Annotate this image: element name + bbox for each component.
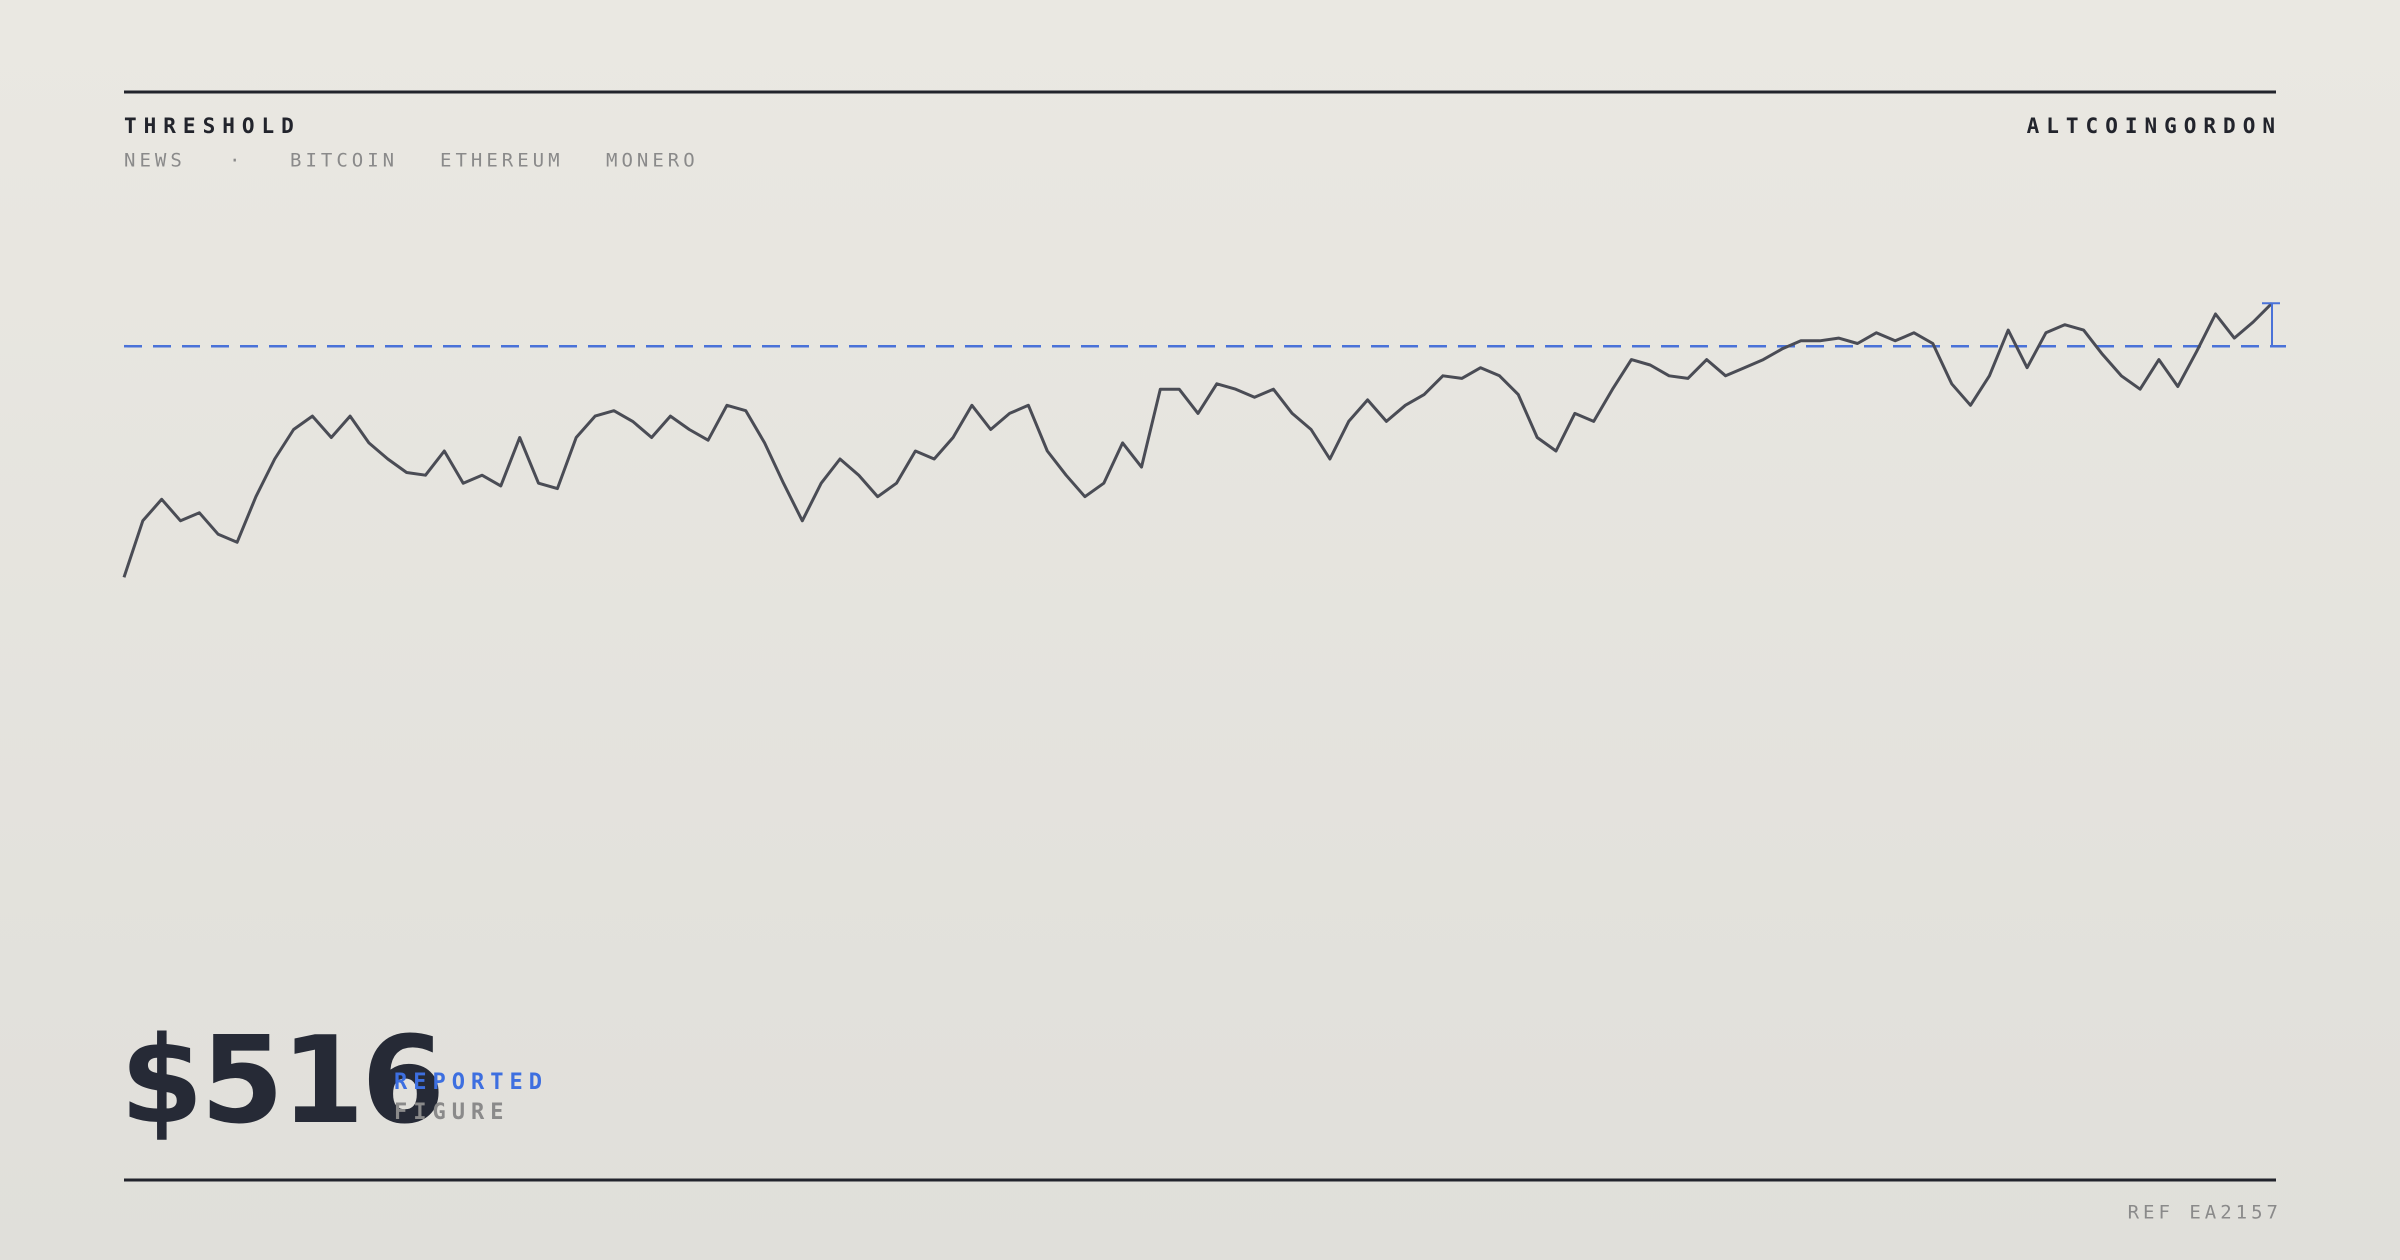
figure-caption: FIGURE <box>394 1100 509 1125</box>
brand: ALTCOINGORDON <box>2027 114 2282 138</box>
nav-item: MONERO <box>606 150 699 172</box>
reference: REF EA2157 <box>2128 1202 2282 1224</box>
section-title: THRESHOLD <box>124 114 301 138</box>
nav-item: · <box>229 150 244 172</box>
chart <box>122 302 2286 578</box>
nav-item: NEWS <box>124 150 186 172</box>
nav: NEWS · BITCOIN ETHEREUM MONERO <box>124 150 699 172</box>
figure-value: $516 <box>120 1012 442 1151</box>
nav-item: ETHEREUM <box>440 150 564 172</box>
nav-item: BITCOIN <box>290 150 398 172</box>
price-line <box>122 302 2274 578</box>
figure-tag: REPORTED <box>394 1070 548 1095</box>
